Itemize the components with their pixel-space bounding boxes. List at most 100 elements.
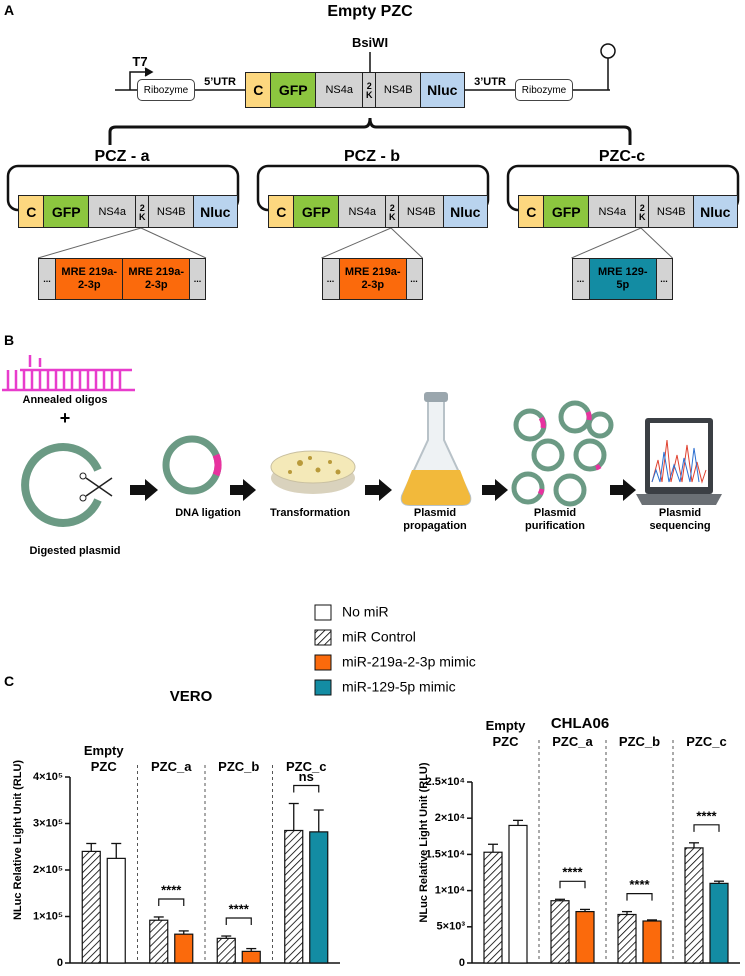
step-label: Plasmid purification xyxy=(525,507,585,532)
legend-swatch xyxy=(314,604,332,621)
y-tick-label: 1×10⁴ xyxy=(435,885,465,897)
y-tick-label: 1.5×10⁴ xyxy=(426,848,465,860)
x-category-label: PZC_b xyxy=(218,759,260,774)
segment: GFP xyxy=(543,195,590,228)
significance-bracket xyxy=(225,917,252,926)
bar xyxy=(241,950,261,964)
significance-bracket xyxy=(626,892,653,901)
bar xyxy=(684,847,704,964)
y-tick-label: 0 xyxy=(57,957,63,969)
legend-label: miR Control xyxy=(342,629,416,645)
chart-title: CHLA06 xyxy=(551,715,609,732)
panel-b-icons xyxy=(2,355,722,527)
bar xyxy=(550,900,570,964)
segment: NS4a xyxy=(88,195,137,228)
bar xyxy=(508,824,528,964)
utr: 5’UTR xyxy=(204,76,236,88)
step-label: Plasmid propagation xyxy=(403,507,467,532)
legend-swatch xyxy=(314,679,332,696)
bar xyxy=(106,857,126,964)
significance-label: **** xyxy=(629,877,650,892)
panel-label: A xyxy=(4,2,15,18)
legend-swatch xyxy=(314,654,332,671)
y-tick-label: 1×10⁵ xyxy=(33,910,63,922)
legend-label: miR-219a-2-3p mimic xyxy=(342,654,476,670)
segment: NS4a xyxy=(588,195,637,228)
segment: C xyxy=(18,195,45,228)
y-tick-label: 2×10⁴ xyxy=(435,812,465,824)
x-category-label: PZC_a xyxy=(552,734,593,749)
legend-label: No miR xyxy=(342,604,389,620)
bar xyxy=(174,933,194,964)
step-label: Digested plasmid xyxy=(29,545,121,557)
y-axis-label: NLuc Relative Light Unit (RLU) xyxy=(12,760,24,920)
segment: GFP xyxy=(270,72,317,108)
significance-label: **** xyxy=(696,808,717,823)
segment: C xyxy=(518,195,545,228)
x-category-label: Empty PZC xyxy=(83,743,124,774)
x-category-label: PZC_b xyxy=(618,734,661,749)
significance-label: **** xyxy=(229,901,250,916)
step-label: Transformation xyxy=(270,507,351,519)
construct-name: PZC-c xyxy=(598,148,646,165)
significance-bracket xyxy=(693,824,720,832)
legend-swatch xyxy=(314,629,332,646)
bar xyxy=(309,831,329,964)
construct-name: PCZ - a xyxy=(94,148,150,165)
link xyxy=(640,227,673,259)
x-category-label: PZC_c xyxy=(686,734,727,749)
segment: Nluc xyxy=(443,195,488,228)
segment: C xyxy=(245,72,272,108)
y-axis-label: NLuc Relative Light Unit (RLU) xyxy=(418,762,430,922)
chart-title: VERO xyxy=(170,688,213,705)
utr: 3’UTR xyxy=(474,76,506,88)
link xyxy=(321,227,392,259)
bar xyxy=(149,919,169,964)
bar xyxy=(216,937,236,964)
significance-bracket xyxy=(293,784,320,793)
segment: Nluc xyxy=(420,72,465,108)
bar xyxy=(483,851,503,964)
bar xyxy=(575,910,595,964)
title: Empty PZC xyxy=(327,3,413,20)
legend-label: miR-129-5p mimic xyxy=(342,679,456,695)
y-tick-label: 5×10³ xyxy=(437,921,466,933)
step-label: Annealed oligos xyxy=(22,394,108,406)
bar xyxy=(617,913,637,964)
x-category-label: PZC_a xyxy=(151,759,192,774)
link xyxy=(390,227,423,259)
y-tick-label: 4×10⁵ xyxy=(33,771,63,783)
insert: MRE 219a-2-3p xyxy=(55,258,124,300)
bar xyxy=(642,920,662,964)
bar xyxy=(709,882,729,964)
site: BsiWI xyxy=(351,35,389,50)
significance-label: ns xyxy=(299,769,314,784)
segment: Nluc xyxy=(693,195,738,228)
segment: NS4B xyxy=(398,195,445,228)
insert: MRE 219a-2-3p xyxy=(338,258,407,300)
step-label: DNA ligation xyxy=(175,507,241,519)
ribozyme: Ribozyme xyxy=(515,79,573,101)
y-tick-label: 0 xyxy=(459,957,465,969)
y-tick-label: 3×10⁵ xyxy=(33,817,63,829)
significance-bracket xyxy=(559,880,586,889)
flank: ... xyxy=(189,258,206,300)
y-tick-label: 2.5×10⁴ xyxy=(426,776,465,788)
significance-bracket xyxy=(158,898,185,906)
link xyxy=(37,227,142,259)
ribozyme: Ribozyme xyxy=(137,79,195,101)
flank: ... xyxy=(321,258,340,300)
flank: ... xyxy=(405,258,423,300)
segment: GFP xyxy=(293,195,340,228)
segment: Nluc xyxy=(193,195,238,228)
panel-label: C xyxy=(4,673,15,689)
construct-name: PCZ - b xyxy=(344,148,400,165)
step-label: Plasmid sequencing xyxy=(649,507,711,532)
x-category-label: Empty PZC xyxy=(485,718,526,749)
link xyxy=(571,227,642,259)
segment: GFP xyxy=(43,195,90,228)
promoter: T7 xyxy=(132,54,148,69)
y-tick-label: 2×10⁵ xyxy=(33,864,63,876)
